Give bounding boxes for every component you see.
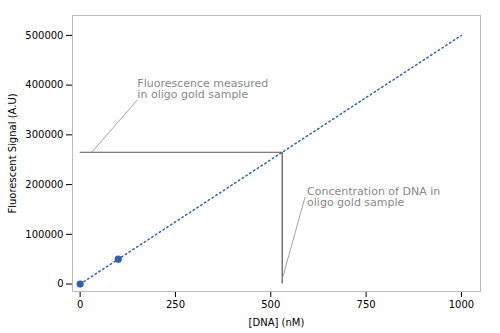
svg-text:750: 750 [357,299,376,310]
svg-text:1000: 1000 [449,299,474,310]
svg-text:[DNA] (nM): [DNA] (nM) [249,317,305,328]
svg-text:Concentration of DNA inoligo g: Concentration of DNA inoligo gold sample [307,185,440,209]
svg-text:100000: 100000 [25,229,63,240]
svg-text:250: 250 [166,299,185,310]
svg-text:300000: 300000 [25,129,63,140]
svg-text:200000: 200000 [25,179,63,190]
svg-text:400000: 400000 [25,79,63,90]
svg-text:Fluorescence measuredin oligo: Fluorescence measuredin oligo gold sampl… [137,77,268,101]
svg-text:0: 0 [77,299,83,310]
svg-text:500000: 500000 [25,30,63,41]
svg-text:0: 0 [57,278,63,289]
svg-text:500: 500 [261,299,280,310]
svg-text:Fluorescent Signal (A.U): Fluorescent Signal (A.U) [7,93,18,213]
